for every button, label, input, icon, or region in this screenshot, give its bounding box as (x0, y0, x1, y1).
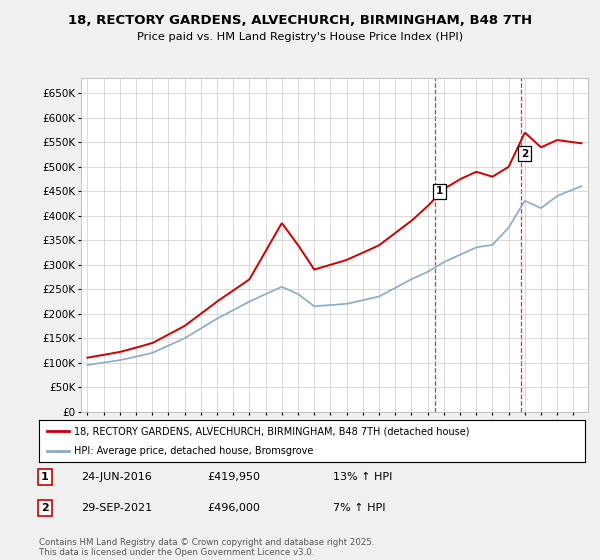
Text: 2: 2 (41, 503, 49, 513)
Text: 18, RECTORY GARDENS, ALVECHURCH, BIRMINGHAM, B48 7TH: 18, RECTORY GARDENS, ALVECHURCH, BIRMING… (68, 14, 532, 27)
Text: 7% ↑ HPI: 7% ↑ HPI (333, 503, 386, 513)
Text: Price paid vs. HM Land Registry's House Price Index (HPI): Price paid vs. HM Land Registry's House … (137, 32, 463, 43)
Text: HPI: Average price, detached house, Bromsgrove: HPI: Average price, detached house, Brom… (74, 446, 314, 456)
Text: 13% ↑ HPI: 13% ↑ HPI (333, 472, 392, 482)
Text: 1: 1 (41, 472, 49, 482)
Text: 29-SEP-2021: 29-SEP-2021 (81, 503, 152, 513)
Text: Contains HM Land Registry data © Crown copyright and database right 2025.
This d: Contains HM Land Registry data © Crown c… (39, 538, 374, 557)
Text: 24-JUN-2016: 24-JUN-2016 (81, 472, 152, 482)
Text: £419,950: £419,950 (207, 472, 260, 482)
Text: 2: 2 (521, 149, 528, 159)
Text: 18, RECTORY GARDENS, ALVECHURCH, BIRMINGHAM, B48 7TH (detached house): 18, RECTORY GARDENS, ALVECHURCH, BIRMING… (74, 426, 470, 436)
Text: 1: 1 (436, 186, 443, 196)
Text: £496,000: £496,000 (207, 503, 260, 513)
